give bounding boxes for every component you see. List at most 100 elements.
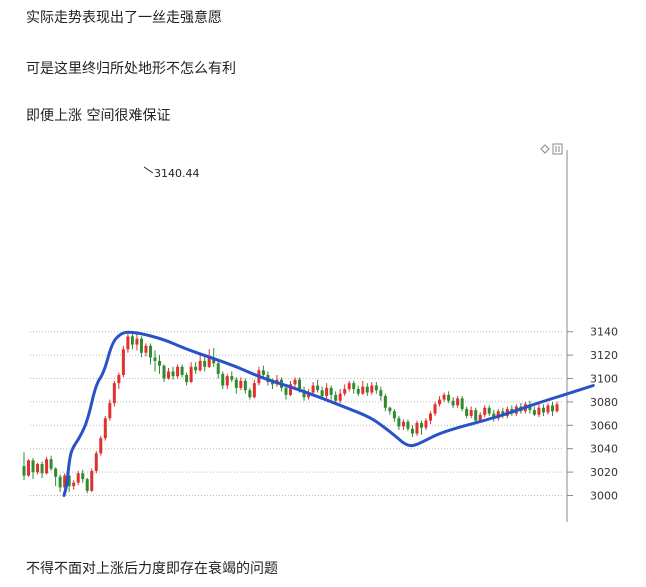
candle-body bbox=[320, 390, 324, 397]
candle-body bbox=[85, 479, 89, 491]
y-tick-label: 3040 bbox=[590, 443, 618, 456]
candle-body bbox=[203, 360, 207, 367]
candle-body bbox=[76, 473, 80, 483]
candle-body bbox=[58, 476, 62, 488]
candle-body bbox=[126, 336, 130, 350]
candle-body bbox=[252, 383, 256, 398]
candle-body bbox=[456, 398, 460, 406]
candle-body bbox=[167, 371, 171, 379]
paragraph-4: 不得不面对上涨后力度即存在衰竭的问题 bbox=[26, 561, 278, 577]
y-tick-label: 3020 bbox=[590, 466, 618, 479]
candle-body bbox=[270, 382, 274, 385]
y-tick-label: 3080 bbox=[590, 396, 618, 409]
candle-body bbox=[438, 399, 442, 405]
candle-body bbox=[383, 396, 387, 408]
candle-body bbox=[352, 383, 356, 390]
candle-body bbox=[356, 389, 360, 394]
candle-body bbox=[153, 357, 157, 361]
candle-body bbox=[316, 385, 320, 391]
candle-body bbox=[410, 428, 414, 434]
candle-body bbox=[492, 413, 496, 419]
candle-body bbox=[225, 376, 229, 386]
candle-body bbox=[176, 366, 180, 377]
candle-body bbox=[419, 422, 423, 428]
candle-body bbox=[221, 373, 225, 386]
candle-body bbox=[103, 418, 107, 439]
candle-body bbox=[311, 385, 315, 393]
paragraph-2: 可是这里终归所处地形不怎么有利 bbox=[26, 61, 236, 77]
candle-body bbox=[541, 407, 545, 413]
candle-body bbox=[550, 405, 554, 412]
candle-body bbox=[130, 336, 134, 345]
candle-body bbox=[347, 383, 351, 390]
candle-body bbox=[31, 460, 35, 473]
candle-body bbox=[49, 459, 53, 469]
candle-body bbox=[424, 420, 428, 428]
candle-body bbox=[415, 422, 419, 434]
candle-body bbox=[365, 386, 369, 393]
candle-body bbox=[158, 360, 162, 366]
candle-body bbox=[429, 413, 433, 421]
candle-body bbox=[239, 380, 243, 388]
candle-body bbox=[45, 459, 49, 474]
candle-body bbox=[361, 386, 365, 394]
candle-body bbox=[144, 345, 148, 353]
candle-body bbox=[401, 421, 405, 427]
candle-body bbox=[370, 385, 374, 393]
candle-body bbox=[22, 466, 26, 476]
candle-body bbox=[325, 387, 329, 397]
candle-body bbox=[198, 360, 202, 371]
candle-body bbox=[40, 463, 44, 474]
candlestick-chart: 3140 3120 3100 3080 3060 3040 3020 3000 3140.44 bbox=[22, 143, 618, 522]
candle-body bbox=[469, 410, 473, 416]
y-tick-label: 3120 bbox=[590, 349, 618, 362]
candle-body bbox=[248, 390, 252, 398]
peak-value-label: 3140.44 bbox=[154, 167, 200, 180]
candle-body bbox=[298, 379, 302, 391]
candle-body bbox=[99, 438, 103, 454]
candle-body bbox=[433, 404, 437, 414]
candle-body bbox=[234, 379, 238, 388]
candle-body bbox=[117, 374, 121, 384]
candle-body bbox=[307, 392, 311, 398]
candle-body bbox=[185, 374, 189, 383]
candle-body bbox=[338, 393, 342, 401]
candle-body bbox=[189, 366, 193, 383]
candle-body bbox=[451, 400, 455, 406]
candle-body bbox=[447, 394, 451, 401]
candle-body bbox=[474, 410, 478, 421]
candle-body bbox=[465, 408, 469, 416]
candle-body bbox=[406, 421, 410, 429]
annotation-trend-line bbox=[62, 330, 595, 497]
y-tick-labels: 3140 3120 3100 3080 3060 3040 3020 3000 bbox=[567, 326, 618, 503]
settings-icon[interactable] bbox=[540, 143, 563, 155]
candle-body bbox=[212, 357, 216, 364]
candle-body bbox=[112, 383, 116, 404]
candle-body bbox=[90, 470, 94, 491]
candle-body bbox=[397, 418, 401, 427]
candle-body bbox=[207, 357, 211, 367]
y-tick-label: 3100 bbox=[590, 373, 618, 386]
candle-body bbox=[555, 404, 559, 412]
candle-body bbox=[329, 387, 333, 395]
candle-body bbox=[121, 349, 125, 375]
candle-body bbox=[483, 407, 487, 415]
candle-body bbox=[63, 475, 67, 488]
candle-body bbox=[81, 473, 85, 480]
candle-body bbox=[392, 411, 396, 419]
peak-pointer-line bbox=[143, 166, 154, 174]
candle-body bbox=[537, 407, 541, 415]
y-tick-label: 3140 bbox=[590, 326, 618, 339]
candle-body bbox=[27, 460, 31, 476]
candle-body bbox=[261, 370, 265, 375]
y-tick-label: 3060 bbox=[590, 419, 618, 432]
candle-body bbox=[216, 363, 220, 374]
candle-body bbox=[302, 390, 306, 398]
candle-body bbox=[162, 365, 166, 379]
candle-body bbox=[148, 345, 152, 358]
candle-body bbox=[230, 376, 234, 380]
candle-body bbox=[546, 405, 550, 413]
paragraph-1: 实际走势表现出了一丝走强意愿 bbox=[26, 10, 222, 26]
candle-body bbox=[108, 403, 112, 419]
candle-body bbox=[442, 394, 446, 400]
